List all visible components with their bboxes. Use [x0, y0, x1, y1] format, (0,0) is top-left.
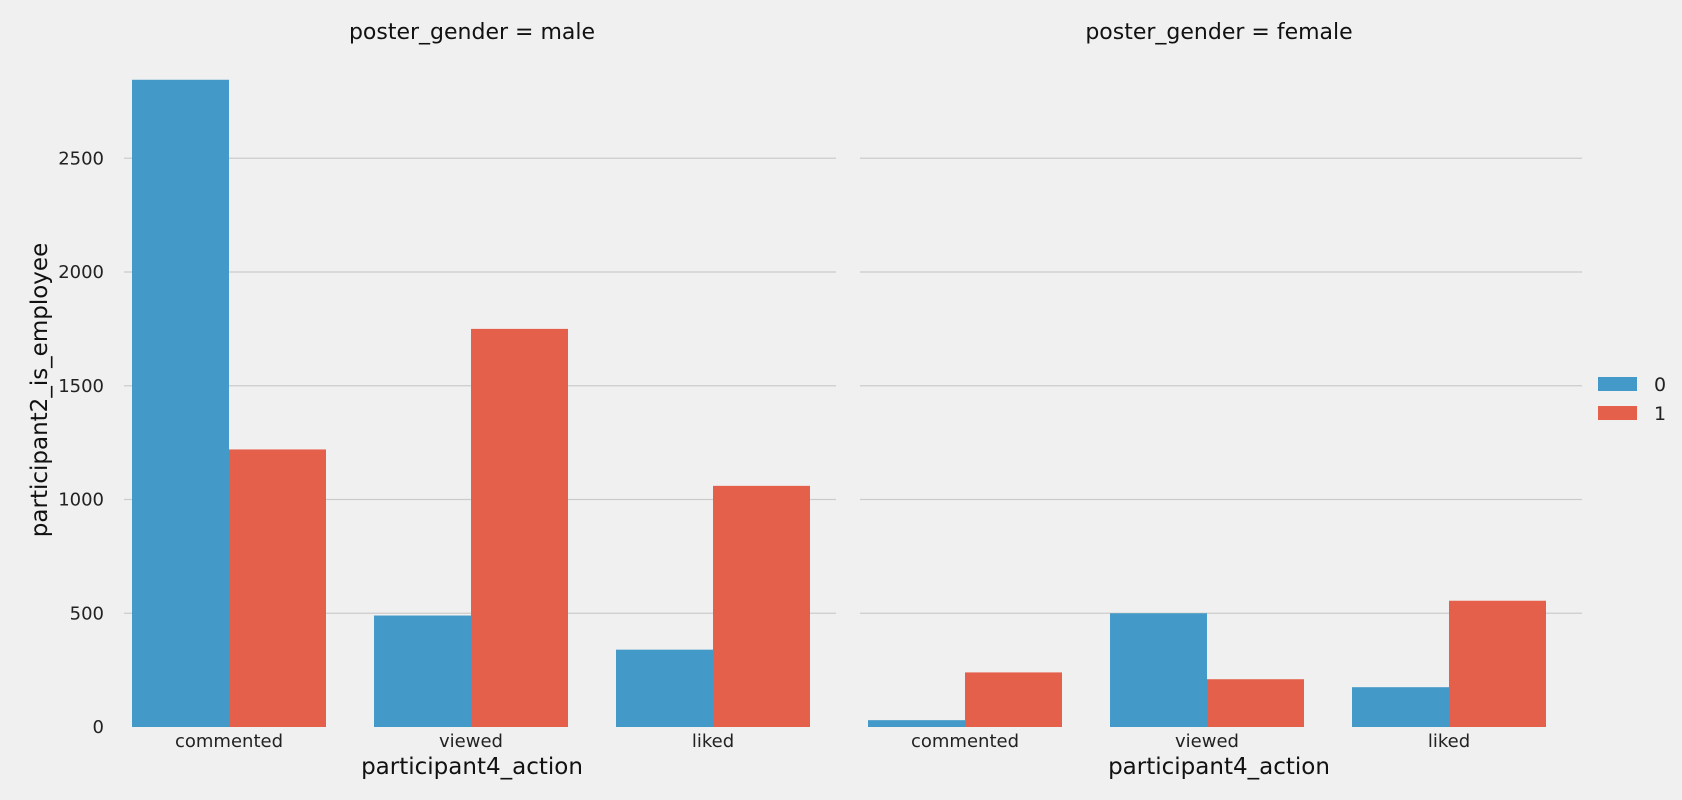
bar-commented-0 — [132, 79, 229, 727]
bar-viewed-0 — [1110, 613, 1207, 727]
y-tick-label: 500 — [70, 603, 104, 624]
y-tick-label: 1000 — [58, 490, 104, 511]
x-axis-label-female: participant4_action — [1108, 754, 1330, 780]
y-tick-label: 2500 — [58, 148, 104, 169]
bar-commented-0 — [868, 720, 965, 727]
bar-liked-1 — [1449, 600, 1546, 727]
bar-commented-1 — [965, 672, 1062, 727]
bar-liked-0 — [1352, 687, 1449, 727]
panel-1: commented viewed liked — [860, 157, 1582, 752]
bar-viewed-1 — [1207, 679, 1304, 727]
bar-liked-1 — [713, 485, 810, 727]
legend-swatch-1 — [1598, 406, 1637, 420]
legend-label: 0 — [1654, 374, 1666, 396]
y-tick-label: 0 — [93, 717, 104, 738]
x-tick-label: liked — [1428, 731, 1470, 752]
bar-viewed-0 — [374, 615, 471, 727]
panel-title-male: poster_gender = male — [349, 20, 595, 45]
legend-swatch-0 — [1598, 377, 1637, 391]
legend: 01 — [1598, 374, 1666, 425]
legend-label: 1 — [1654, 403, 1666, 425]
bar-viewed-1 — [471, 328, 568, 727]
y-axis-label: participant2_is_employee — [27, 243, 53, 537]
y-tick-label: 2000 — [58, 262, 104, 283]
x-tick-label: commented — [175, 731, 283, 752]
x-tick-label: viewed — [439, 731, 503, 752]
x-tick-label: commented — [911, 731, 1019, 752]
bar-commented-1 — [229, 449, 326, 727]
x-tick-label: liked — [692, 731, 734, 752]
x-tick-label: viewed — [1175, 731, 1239, 752]
panel-title-female: poster_gender = female — [1085, 20, 1352, 45]
panel-0: 0 500 1000 1500 2000 2500 commented viewed liked — [58, 79, 836, 752]
bar-liked-0 — [616, 649, 713, 727]
plot-layer: 0 500 1000 1500 2000 2500 commented viewed liked… — [58, 79, 1582, 752]
x-axis-label-male: participant4_action — [361, 754, 583, 780]
y-tick-label: 1500 — [58, 376, 104, 397]
